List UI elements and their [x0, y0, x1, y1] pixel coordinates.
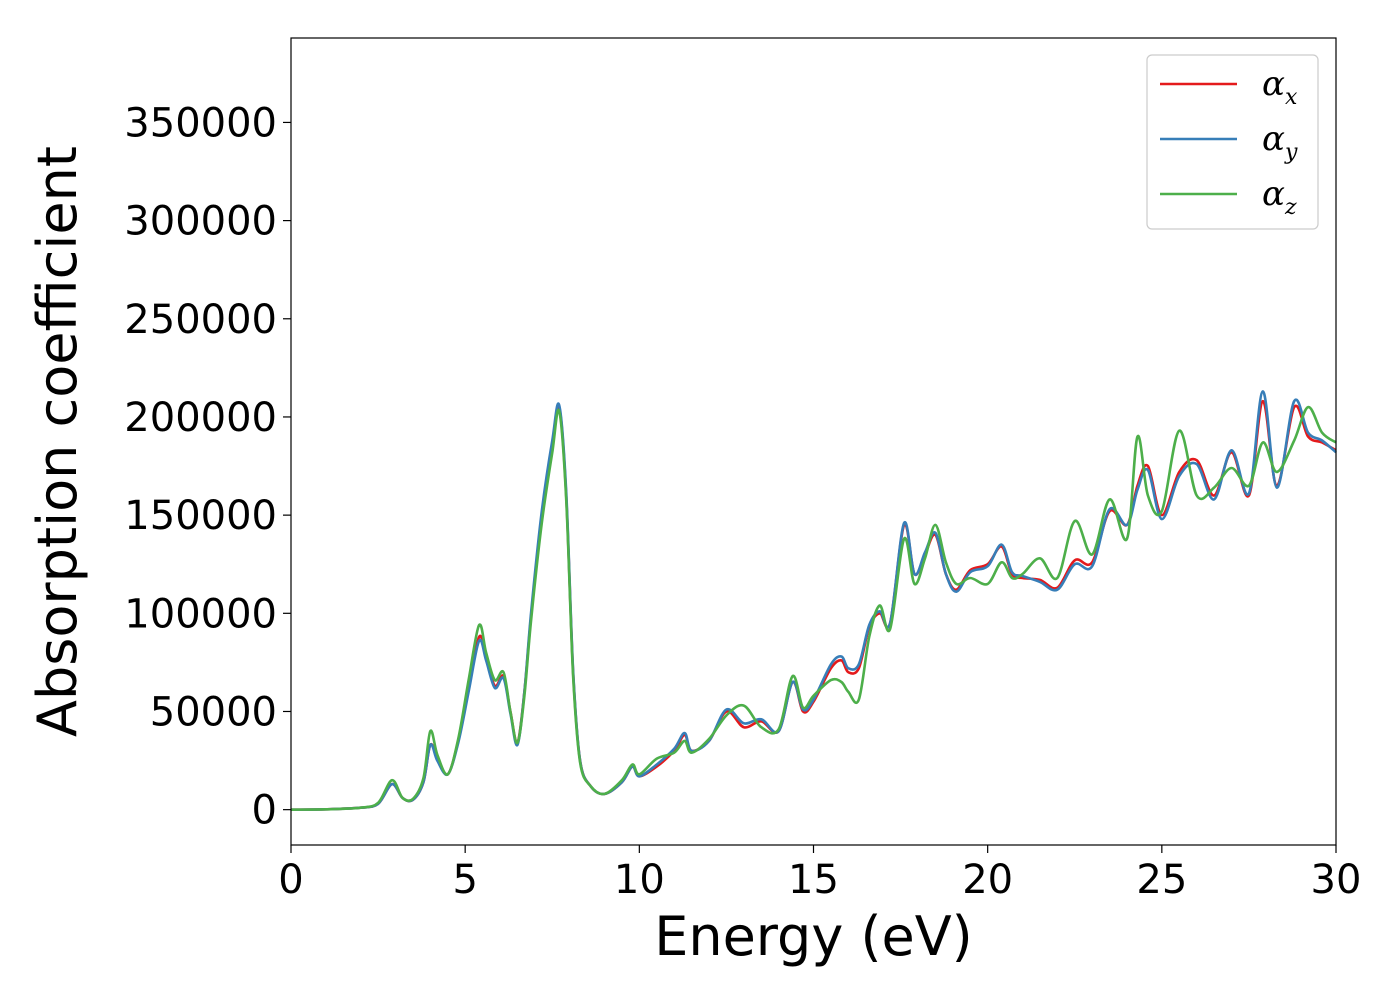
x-tick-label: 20: [962, 857, 1013, 903]
y-axis: 0 50000 100000 150000 200000 250000 300000 3500…: [124, 100, 291, 834]
y-tick-label: 250000: [124, 297, 277, 343]
y-tick-label: 0: [252, 788, 277, 834]
legend-label: αz: [1262, 174, 1297, 220]
legend-label: αx: [1262, 64, 1298, 110]
x-tick-label: 0: [278, 857, 303, 903]
x-axis: 0 5 10 15 20 25 30: [278, 845, 1361, 903]
y-axis-title: Absorption coefficient: [26, 146, 89, 737]
x-tick-label: 5: [452, 857, 477, 903]
x-tick-label: 15: [788, 857, 839, 903]
y-tick-label: 50000: [150, 689, 277, 735]
legend-label: αy: [1262, 119, 1298, 165]
y-tick-label: 300000: [124, 199, 277, 245]
x-tick-label: 10: [614, 857, 665, 903]
legend: αx αy αz: [1146, 54, 1319, 230]
x-axis-title: Energy (eV): [654, 905, 973, 968]
series-line-3: [290, 405, 1337, 811]
x-tick-label: 30: [1311, 857, 1362, 903]
series-layer: [290, 390, 1337, 811]
y-tick-label: 100000: [124, 591, 277, 637]
legend-box: [1146, 54, 1319, 230]
x-tick-label: 25: [1136, 857, 1187, 903]
y-tick-label: 350000: [124, 100, 277, 146]
y-tick-label: 200000: [124, 395, 277, 441]
y-tick-label: 150000: [124, 493, 277, 539]
